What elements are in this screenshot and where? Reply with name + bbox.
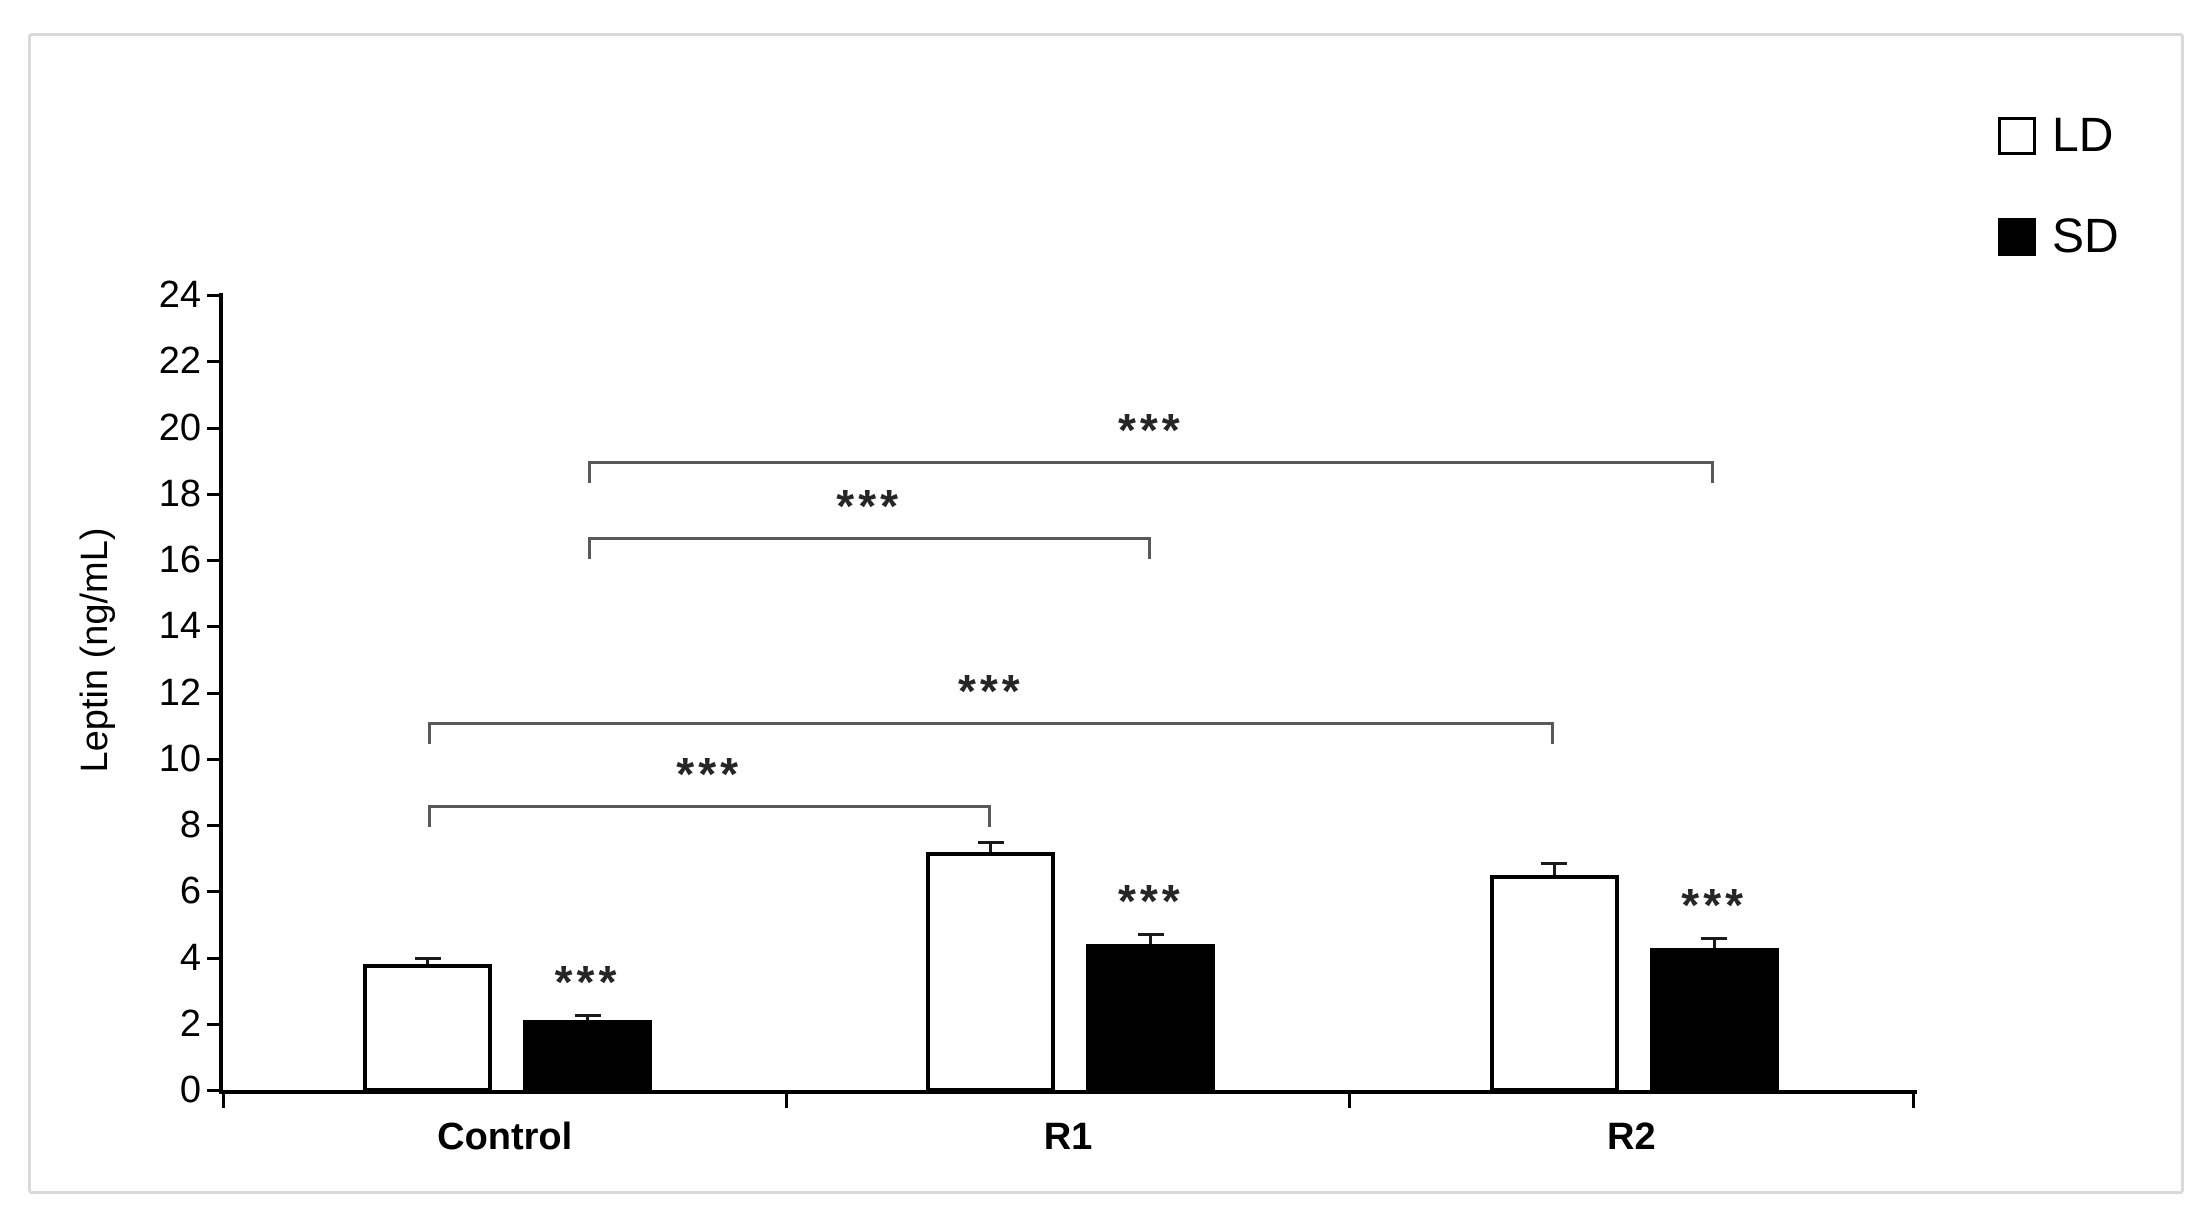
error-bar-cap [1701,936,1728,940]
y-tick [207,691,219,695]
legend-swatch-ld [1998,117,2036,155]
bar-significance-label: *** [1681,878,1748,931]
significance-bracket-end [1551,722,1555,745]
y-tick [207,757,219,761]
legend-label-sd: SD [2052,210,2119,263]
significance-bracket-end [587,460,591,483]
bar-sd-r2 [1649,947,1779,1092]
y-tick-label: 24 [158,274,201,316]
y-tick [207,956,219,960]
significance-bracket-end [427,805,431,828]
x-tick [1348,1094,1352,1108]
y-tick-label: 16 [158,539,201,581]
x-tick [784,1094,788,1108]
legend-item-ld: LD [1998,109,2119,162]
x-axis-line [219,1090,1917,1094]
y-tick [207,426,219,430]
error-bar-stem [1149,934,1153,945]
error-bar-stem [1712,937,1716,948]
bar-sd-control [523,1020,652,1092]
error-bar-stem [586,1015,589,1021]
y-tick [207,360,219,364]
x-category-label: R1 [1043,1116,1093,1158]
significance-bracket-end [427,722,431,745]
legend-swatch-sd [1998,218,2036,256]
error-bar-stem [426,957,429,965]
y-tick [207,294,219,297]
y-tick [207,1089,219,1092]
y-tick [207,824,219,827]
legend-item-sd: SD [1998,210,2119,263]
y-tick [207,890,219,894]
y-tick-label: 18 [158,472,201,515]
error-bar-cap [1137,933,1164,937]
y-tick-label: 4 [179,936,201,979]
y-tick-label: 10 [158,737,201,780]
y-tick [207,1022,219,1026]
y-tick [207,492,219,496]
bar-ld-control [363,964,492,1092]
significance-bracket-end [1147,536,1151,559]
error-bar-cap [977,840,1004,844]
significance-bracket-line [427,722,1555,726]
significance-label: *** [957,665,1024,718]
x-tick [1911,1094,1915,1108]
error-bar-stem [1552,863,1556,875]
y-tick-label: 6 [179,870,201,913]
y-axis-line [219,293,223,1094]
y-tick-label: 2 [179,1002,201,1045]
legend: LD SD [1998,109,2119,263]
y-tick-label: 22 [158,340,201,383]
x-category-label: R2 [1607,1116,1656,1158]
significance-bracket-line [587,460,1715,464]
y-tick [207,625,219,629]
significance-label: *** [836,479,903,532]
legend-label-ld: LD [2052,109,2114,162]
bar-significance-label: *** [554,956,621,1009]
significance-bracket-end [987,805,991,828]
y-tick-label: 14 [158,605,201,648]
y-tick-label: 20 [158,406,201,449]
y-tick-label: 8 [179,804,201,846]
significance-bracket-line [587,536,1151,540]
significance-bracket-end [1711,460,1715,483]
error-bar-cap [1541,862,1568,866]
y-axis-title: Leptin (ng/mL) [74,527,116,773]
bar-ld-r2 [1489,874,1619,1092]
error-bar-cap [414,956,441,960]
error-bar-stem [989,841,993,852]
x-category-label: Control [437,1116,573,1158]
error-bar-cap [574,1014,601,1018]
bar-ld-r1 [926,851,1056,1092]
bar-sd-r1 [1086,944,1216,1092]
significance-label: *** [676,748,743,801]
y-tick-label: 0 [179,1069,201,1111]
significance-bracket-end [587,536,591,559]
significance-label: *** [1117,403,1184,456]
bar-significance-label: *** [1117,875,1184,928]
y-tick [207,559,219,562]
y-tick-label: 12 [158,671,201,714]
significance-bracket-line [427,805,991,809]
x-tick [221,1094,225,1108]
